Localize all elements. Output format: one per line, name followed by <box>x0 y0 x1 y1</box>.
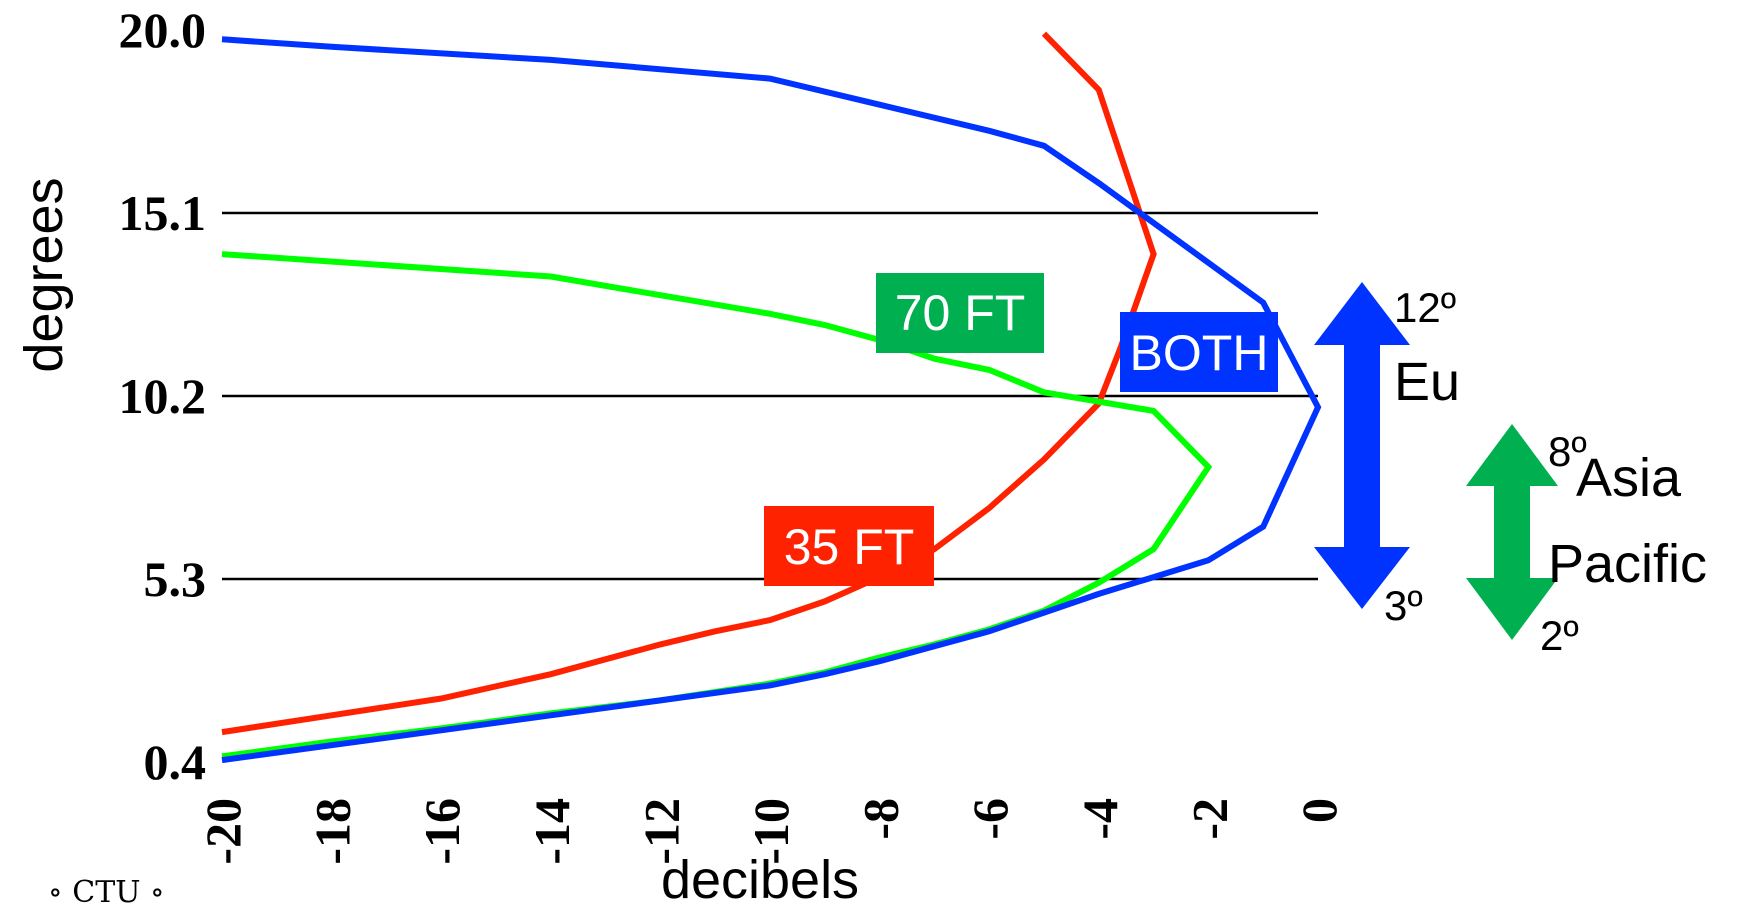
series-label-35ft: 35 FT <box>764 506 934 586</box>
double-arrow-asia-pacific-icon <box>1466 424 1558 640</box>
x-tick-label: -20 <box>195 798 251 865</box>
y-axis-label: degrees <box>14 177 74 372</box>
series-line-70-ft <box>221 251 1213 760</box>
series-label-70ft-text: 70 FT <box>895 285 1026 341</box>
x-tick-label: -16 <box>414 798 470 865</box>
region-asia-pacific: 8º Asia Pacific 2º <box>1466 424 1707 659</box>
series-label-70ft-bg <box>876 273 1044 353</box>
x-tick-label: -14 <box>524 798 580 865</box>
x-tick-label: -18 <box>305 798 361 865</box>
region-eu: 12º Eu 3º <box>1314 282 1460 629</box>
region-eu-top: 12º <box>1394 284 1456 331</box>
x-tick-label: -8 <box>853 798 909 840</box>
region-eu-name: Eu <box>1394 352 1460 412</box>
y-tick-label: 5.3 <box>144 551 207 607</box>
x-tick-label: -2 <box>1181 798 1237 840</box>
y-tick-label: 0.4 <box>144 734 207 790</box>
x-tick-label: 0 <box>1291 798 1347 823</box>
region-ap-bottom: 2º <box>1540 612 1579 659</box>
y-tick-label: 20.0 <box>119 2 207 58</box>
region-ap-name-line1: Asia <box>1576 448 1682 508</box>
region-ap-top: 8º <box>1548 428 1587 475</box>
x-tick-label: -12 <box>633 798 689 865</box>
double-arrow-eu-icon <box>1314 282 1410 609</box>
series-label-both-text: BOTH <box>1130 325 1269 381</box>
ctu-logo: ∘ CTU ∘ <box>48 875 165 906</box>
region-eu-bottom: 3º <box>1384 582 1423 629</box>
series-label-35ft-text: 35 FT <box>784 519 915 575</box>
x-tick-label: -10 <box>743 798 799 865</box>
series-line-both <box>221 36 1322 764</box>
series-label-both: BOTH <box>1120 312 1278 392</box>
series-label-both-bg <box>1120 312 1278 392</box>
x-tick-labels: -20 -18 -16 -14 -12 -10 -8 -6 -4 -2 0 <box>195 798 1347 865</box>
series-label-70ft: 70 FT <box>876 273 1044 353</box>
x-tick-label: -4 <box>1072 798 1128 840</box>
series-label-35ft-bg <box>764 506 934 586</box>
y-tick-label: 15.1 <box>119 185 207 241</box>
x-tick-label: -6 <box>962 798 1018 840</box>
y-tick-labels: 0.4 5.3 10.2 15.1 20.0 <box>119 2 207 790</box>
x-axis-label: decibels <box>661 850 859 906</box>
region-ap-name-line2: Pacific <box>1548 534 1707 594</box>
y-tick-label: 10.2 <box>119 368 207 424</box>
